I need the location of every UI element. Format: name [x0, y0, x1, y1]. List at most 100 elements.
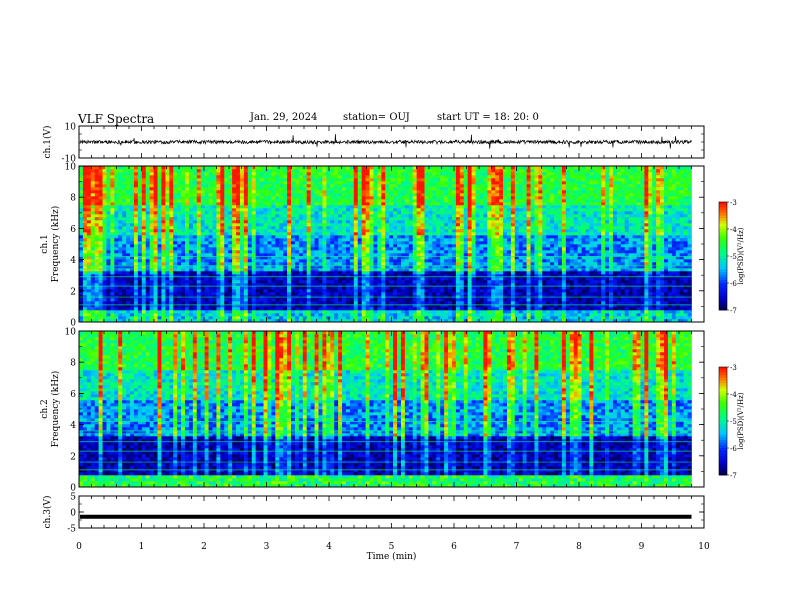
spectrogram-cell [275, 217, 280, 221]
spectrogram-cell [204, 241, 209, 245]
spectrogram-cell [334, 217, 339, 221]
spectrogram-cell [130, 292, 135, 296]
spectrogram-cell [408, 211, 414, 215]
spectrogram-cell [118, 247, 123, 251]
spectrogram-cell [330, 241, 335, 245]
spectrogram-cell [287, 286, 292, 290]
spectrogram-cell [200, 220, 205, 224]
spectrogram-cell [424, 208, 429, 212]
spectrogram-cell [165, 250, 170, 254]
spectrogram-cell [200, 229, 205, 233]
spectrogram-cell [287, 181, 292, 185]
spectrogram-cell [102, 280, 107, 284]
spectrogram-cell [283, 250, 288, 254]
spectrogram-cell [275, 280, 280, 284]
spectrogram-cell [185, 319, 190, 323]
spectrogram-cell [436, 298, 441, 302]
spectrogram-cell [361, 295, 366, 299]
spectrogram-cell [137, 232, 143, 236]
spectrogram-cell [153, 169, 158, 173]
spectrogram-cell [302, 178, 308, 182]
spectrogram-cell [192, 301, 198, 305]
spectrogram-cell [251, 178, 256, 182]
spectrogram-cell [428, 286, 433, 290]
spectrogram-cell [259, 223, 264, 227]
spectrogram-cell [334, 241, 339, 245]
spectrogram-cell [302, 208, 308, 212]
spectrogram-cell [432, 181, 437, 185]
spectrogram-cell [412, 298, 417, 302]
spectrogram-cell [377, 277, 382, 281]
spectrogram-cell [287, 292, 292, 296]
spectrogram-cell [122, 244, 127, 248]
spectrogram-cell [404, 187, 410, 191]
spectrogram-cell [377, 175, 382, 179]
spectrogram-cell [298, 283, 304, 287]
spectrogram-cell [192, 313, 198, 317]
spectrogram-cell [345, 250, 351, 254]
spectrogram-cell [420, 277, 425, 281]
spectrogram-cell [306, 175, 311, 179]
spectrogram-cell [196, 181, 202, 185]
spectrogram-cell [130, 178, 135, 182]
spectrogram-cell [212, 262, 217, 266]
spectrogram-cell [204, 223, 209, 227]
spectrogram-cell [444, 250, 449, 254]
spectrogram-cell [436, 283, 441, 287]
spectrogram-cell [130, 247, 135, 251]
spectrogram-cell [169, 196, 174, 200]
spectrogram-cell [188, 265, 194, 269]
spectrogram-cell [114, 169, 119, 173]
spectrogram-cell [271, 301, 276, 305]
spectrogram-cell [228, 166, 233, 170]
spectrogram-cell [436, 319, 441, 323]
spectrogram-cell [385, 289, 390, 293]
spectrogram-cell [342, 268, 347, 272]
spectrogram-cell [228, 259, 233, 263]
spectrogram-cell [306, 220, 311, 224]
spectrogram-cell [239, 298, 245, 302]
spectrogram-cell [173, 175, 178, 179]
spectrogram-cell [224, 283, 229, 287]
spectrogram-cell [432, 193, 437, 197]
spectrogram-cell [334, 259, 339, 263]
spectrogram-cell [251, 256, 256, 260]
spectrogram-cell [279, 271, 284, 275]
spectrogram-cell [448, 283, 453, 287]
spectrogram-cell [342, 217, 347, 221]
spectrogram-cell [94, 208, 99, 212]
spectrogram-cell [145, 301, 150, 305]
spectrogram-cell [228, 199, 233, 203]
spectrogram-cell [412, 181, 417, 185]
spectrogram-cell [126, 283, 131, 287]
spectrogram-cell [291, 316, 296, 320]
spectrogram-cell [444, 295, 449, 299]
spectrogram-cell [177, 265, 182, 269]
spectrogram-cell [283, 202, 288, 206]
spectrogram-cell [137, 298, 143, 302]
spectrogram-cell [122, 286, 127, 290]
spectrogram-cell [369, 190, 374, 194]
spectrogram-cell [302, 268, 308, 272]
spectrogram-cell [165, 304, 170, 308]
spectrogram-cell [188, 166, 194, 170]
spectrogram-cell [306, 229, 311, 233]
spectrogram-cell [122, 262, 127, 266]
spectrogram-cell [106, 280, 111, 284]
spectrogram-cell [263, 211, 268, 215]
spectrogram-cell [173, 274, 178, 278]
spectrogram-cell [404, 259, 410, 263]
spectrogram-cell [110, 235, 115, 239]
spectrogram-cell [114, 205, 119, 209]
spectrogram-cell [326, 298, 331, 302]
spectrogram-cell [279, 316, 284, 320]
spectrogram-cell [436, 292, 441, 296]
spectrogram-cell [137, 238, 143, 242]
spectrogram-cell [79, 178, 84, 182]
spectrogram-cell [412, 178, 417, 182]
spectrogram-cell [283, 166, 288, 170]
spectrogram-cell [118, 235, 123, 239]
spectrogram-cell [157, 247, 162, 251]
spectrogram-cell [357, 277, 362, 281]
spectrogram-cell [393, 265, 398, 269]
